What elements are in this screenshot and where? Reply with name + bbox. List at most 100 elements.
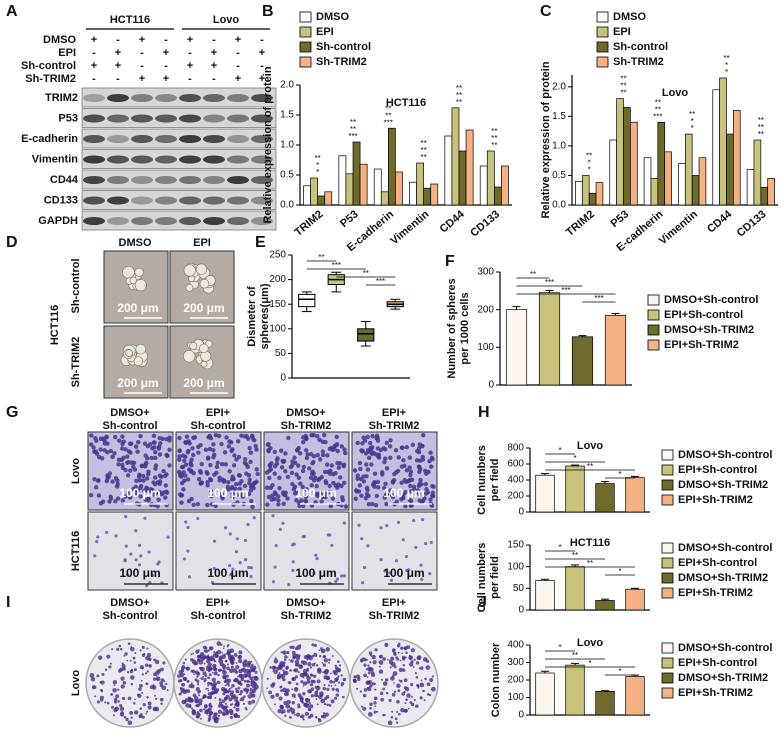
colony bbox=[323, 655, 327, 658]
cell bbox=[396, 520, 401, 525]
cell bbox=[119, 457, 124, 463]
cell bbox=[407, 568, 411, 572]
cell bbox=[428, 450, 433, 455]
colony bbox=[235, 703, 240, 707]
colony bbox=[217, 704, 222, 708]
sphere-cell bbox=[185, 283, 194, 292]
cell bbox=[296, 475, 302, 481]
cell bbox=[304, 455, 310, 461]
colony bbox=[278, 672, 281, 674]
cell bbox=[127, 441, 133, 446]
cell bbox=[327, 471, 333, 476]
colony bbox=[161, 685, 167, 691]
colony bbox=[196, 703, 200, 708]
colony bbox=[286, 651, 290, 655]
cell bbox=[239, 479, 244, 484]
colony bbox=[299, 664, 303, 668]
colony bbox=[233, 677, 239, 683]
colony bbox=[188, 703, 192, 707]
blot-band bbox=[131, 217, 153, 225]
cell bbox=[105, 530, 109, 535]
cell bbox=[238, 561, 242, 565]
colony bbox=[280, 651, 282, 654]
colony bbox=[307, 715, 312, 719]
cell bbox=[211, 448, 216, 453]
condition-sign: + bbox=[187, 34, 193, 46]
y-tick-label: 1.5 bbox=[552, 111, 566, 122]
bar bbox=[733, 110, 741, 206]
colony bbox=[401, 652, 403, 655]
colony bbox=[380, 678, 384, 681]
colony bbox=[392, 671, 398, 676]
cell bbox=[217, 475, 222, 480]
colony bbox=[112, 687, 117, 693]
cell bbox=[230, 477, 235, 482]
condition-label: EPI bbox=[58, 47, 76, 59]
colony bbox=[286, 699, 291, 705]
cell bbox=[153, 466, 158, 471]
cell bbox=[129, 460, 135, 465]
significance-label: ** bbox=[587, 559, 593, 568]
colony bbox=[284, 714, 287, 717]
cell bbox=[355, 476, 360, 481]
condition-sign: + bbox=[139, 73, 145, 85]
cell bbox=[408, 483, 413, 489]
cell bbox=[407, 465, 412, 470]
colony bbox=[357, 677, 361, 681]
colony bbox=[273, 658, 279, 664]
blot-band bbox=[107, 176, 129, 184]
colony bbox=[374, 705, 377, 708]
colony bbox=[410, 695, 414, 698]
cell bbox=[419, 563, 423, 567]
colony bbox=[238, 650, 243, 655]
colony bbox=[229, 648, 235, 654]
colony bbox=[141, 653, 146, 657]
colony bbox=[106, 654, 111, 659]
colony bbox=[297, 670, 300, 673]
colony bbox=[166, 689, 169, 692]
cell bbox=[382, 459, 387, 465]
chart-title: Lovo bbox=[577, 637, 604, 649]
cell bbox=[191, 470, 196, 476]
cell bbox=[199, 480, 205, 485]
colony bbox=[316, 685, 319, 689]
colony bbox=[403, 691, 406, 694]
cell bbox=[415, 458, 420, 463]
cell bbox=[205, 502, 210, 508]
cell bbox=[375, 446, 381, 451]
colony bbox=[250, 663, 254, 667]
cell bbox=[319, 499, 324, 504]
colony bbox=[225, 652, 228, 655]
blot-band bbox=[131, 155, 153, 164]
bar bbox=[726, 133, 734, 206]
cell bbox=[360, 537, 364, 541]
cell bbox=[156, 497, 161, 502]
cell bbox=[382, 495, 387, 500]
cell bbox=[129, 552, 133, 556]
cell bbox=[205, 479, 210, 485]
panel-letter: H bbox=[478, 404, 490, 421]
cell bbox=[138, 485, 143, 491]
colony bbox=[112, 680, 118, 685]
cell bbox=[408, 498, 414, 504]
colony bbox=[302, 718, 305, 721]
colony bbox=[192, 652, 194, 655]
bar bbox=[458, 150, 467, 206]
panel-letter: B bbox=[262, 3, 274, 20]
bar bbox=[595, 182, 604, 206]
cell bbox=[370, 445, 375, 450]
column-label: Sh-TRIM2 bbox=[281, 420, 332, 432]
cell bbox=[199, 461, 204, 467]
sphere-cell bbox=[183, 350, 196, 363]
cell bbox=[125, 573, 130, 577]
cell bbox=[163, 483, 169, 488]
colony bbox=[302, 668, 308, 674]
cell bbox=[232, 453, 237, 458]
cell bbox=[360, 441, 365, 446]
colony bbox=[226, 681, 230, 686]
y-tick-label: 50 bbox=[275, 348, 287, 359]
colony bbox=[311, 679, 316, 684]
colony bbox=[390, 676, 395, 681]
cell bbox=[234, 481, 239, 487]
colony bbox=[312, 674, 317, 678]
